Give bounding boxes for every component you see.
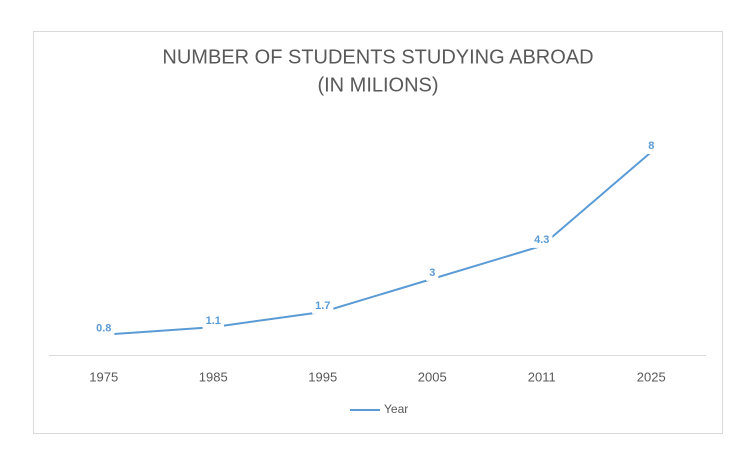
data-label-bg [93, 320, 115, 337]
x-tick-label: 1995 [308, 369, 337, 384]
chart-title: (IN MILIONS) [317, 74, 438, 96]
chart-title: NUMBER OF STUDENTS STUDYING ABROAD [162, 46, 593, 68]
data-label: 1.1 [206, 315, 221, 327]
data-label-bg [531, 231, 553, 248]
data-label-bg [426, 264, 439, 281]
data-line [103, 151, 652, 336]
x-tick-label: 1975 [89, 369, 118, 384]
x-tick-label: 2011 [528, 369, 556, 384]
data-label-bg [645, 138, 658, 154]
data-label: 1.7 [315, 300, 330, 312]
data-label: 3 [429, 267, 435, 279]
data-label: 8 [648, 140, 654, 152]
data-label: 4.3 [534, 234, 549, 246]
legend-label: Year [384, 402, 408, 416]
data-label-bg [312, 297, 334, 314]
x-tick-label: 2025 [637, 369, 666, 384]
x-tick-label: 2005 [418, 369, 447, 384]
x-tick-label: 1985 [199, 369, 228, 384]
chart-border [33, 31, 723, 434]
data-label: 0.8 [96, 323, 111, 335]
data-label-bg [202, 313, 224, 330]
